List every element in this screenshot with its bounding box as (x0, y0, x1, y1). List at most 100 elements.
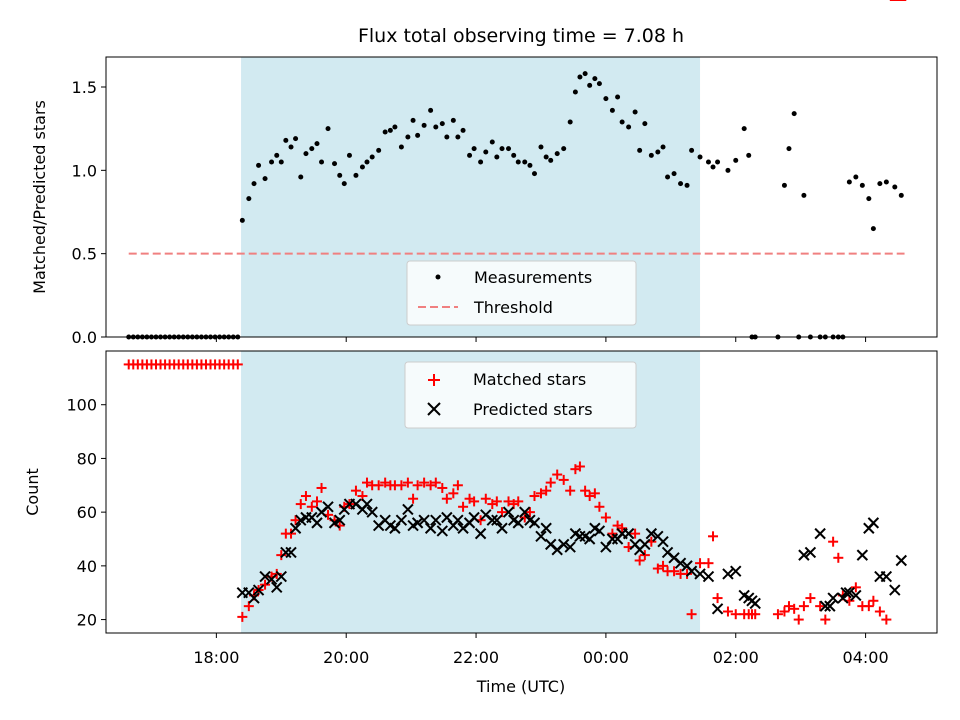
predicted-stars-point (540, 522, 552, 534)
measurement-point (288, 144, 294, 150)
matched-stars-point (881, 614, 892, 625)
matched-stars-point (412, 480, 423, 491)
measurement-point (274, 152, 280, 158)
matched-stars-point (452, 480, 463, 491)
bottom-y-axis-label: Count (23, 468, 42, 516)
matched-stars-point (408, 493, 419, 504)
measurement-point (415, 132, 421, 138)
matched-stars-point (703, 558, 714, 569)
x-tick-label: 20:00 (323, 648, 369, 667)
measurement-point (410, 117, 416, 123)
chart-title: Flux total observing time = 7.08 h (358, 25, 684, 47)
predicted-stars-point (840, 587, 852, 599)
measurement-point (346, 152, 352, 158)
matched-stars-point (783, 601, 794, 612)
predicted-stars-point (856, 549, 869, 561)
matched-stars-point (589, 488, 600, 499)
measurement-point (483, 149, 489, 155)
bot-y-tick-label: 20 (77, 611, 97, 630)
measurement-point (572, 89, 578, 95)
measurement-point (382, 129, 388, 135)
measurement-point (303, 151, 309, 157)
predicted-stars-point (361, 498, 373, 510)
measurement-point (786, 146, 792, 152)
measurement-point (603, 96, 609, 102)
matched-stars-point (419, 477, 430, 488)
matched-stars-point (772, 609, 783, 620)
measurement-point (632, 109, 638, 115)
matched-stars-point (639, 550, 650, 561)
measurement-point (369, 154, 375, 160)
measurement-point (319, 159, 325, 165)
predicted-stars-point (436, 525, 449, 537)
measurement-point (655, 149, 661, 155)
matched-stars-point (535, 488, 546, 499)
predicted-stars-point (657, 535, 669, 548)
predicted-stars-point (804, 546, 817, 559)
predicted-stars-point (252, 584, 265, 596)
measurement-point (278, 159, 284, 165)
measurement-point (733, 157, 739, 163)
predicted-stars-point (685, 565, 698, 577)
measurement-point (615, 94, 621, 100)
predicted-stars-point (694, 568, 706, 580)
measurement-point (522, 159, 528, 165)
predicted-stars-point (564, 541, 576, 553)
predicted-stars-point (519, 506, 531, 518)
top-y-tick-label: 0.5 (72, 245, 97, 264)
legend-predicted-marker (427, 402, 441, 416)
matched-stars-point (863, 601, 874, 612)
matched-stars-point (448, 488, 459, 499)
legend-threshold-label: Threshold (473, 298, 553, 317)
matched-stars-point (617, 523, 628, 534)
matched-stars-point (850, 582, 861, 593)
top-legend: Measurements Threshold (406, 260, 637, 326)
matched-stars-point (682, 568, 693, 579)
matched-stars-point (868, 595, 879, 606)
matched-stars-point (708, 531, 719, 542)
matched-stars-point (469, 496, 480, 507)
measurement-point (341, 181, 347, 187)
measurement-point (554, 151, 560, 157)
matched-stars-point (290, 515, 301, 526)
measurement-point (239, 217, 245, 223)
measurement-point (870, 226, 876, 232)
top-axes-frame (105, 56, 938, 338)
predicted-stars-point (496, 522, 508, 534)
predicted-stars-point (645, 527, 658, 540)
measurement-point (791, 111, 797, 117)
measurement-point (684, 182, 690, 188)
measurement-point (515, 159, 521, 165)
matched-stars-point (491, 496, 502, 507)
predicted-stars-point (491, 514, 503, 526)
predicted-stars-point (418, 514, 430, 526)
measurement-point (471, 146, 477, 152)
matched-stars-point (425, 480, 436, 491)
measurement-point (314, 141, 320, 147)
measurement-point (567, 119, 573, 125)
measurement-point (527, 162, 533, 168)
x-tick-label: 04:00 (843, 648, 889, 667)
matched-stars-point (295, 499, 306, 510)
matched-stars-point (798, 601, 809, 612)
measurement-point (538, 144, 544, 150)
matched-stars-point (529, 491, 540, 502)
measurement-point (689, 147, 695, 153)
measurement-point (398, 144, 404, 150)
predicted-stars-point (606, 533, 619, 545)
measurement-point (478, 159, 484, 165)
measurement-point (494, 154, 500, 160)
matched-stars-point (820, 614, 831, 625)
predicted-stars-point (702, 570, 715, 583)
matched-stars-point (669, 566, 680, 577)
predicted-stars-point (850, 589, 862, 602)
predicted-stars-point (280, 546, 292, 559)
measurement-point (392, 124, 398, 130)
top-y-tick-label: 1.0 (72, 161, 97, 180)
predicted-stars-point (395, 514, 408, 526)
measurement-point (455, 134, 461, 140)
measurement-point (460, 127, 466, 133)
predicted-stars-point (468, 511, 480, 524)
matched-stars-point (580, 485, 591, 496)
